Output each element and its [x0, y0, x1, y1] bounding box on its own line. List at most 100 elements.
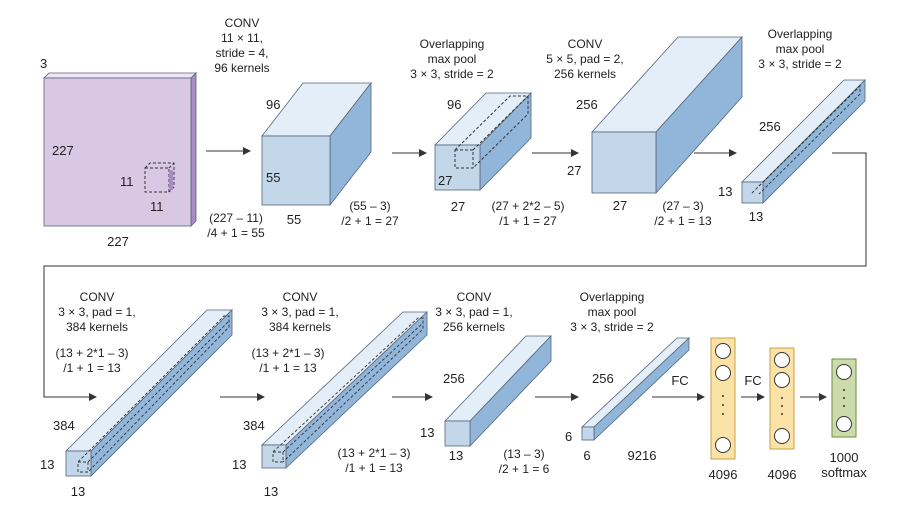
softmax-neuron [836, 416, 852, 432]
conv2-width-label: 27 [612, 198, 628, 213]
conv5-height-label: 13 [420, 425, 435, 440]
kernel-width-label: 11 [150, 199, 164, 214]
conv4-depth-label: 384 [243, 418, 265, 433]
input-volume [43, 72, 197, 227]
conv4-window-trail-edge [282, 322, 424, 453]
conv4-height-label: 13 [232, 457, 247, 472]
fc1-ellipsis-dot [722, 404, 724, 406]
fc1-ellipsis-dot [722, 395, 724, 397]
arrow-row1-to-row2 [43, 152, 867, 401]
softmax-size-label: 1000 [829, 450, 859, 465]
pool3-volume [580, 337, 691, 441]
pool3-front [581, 426, 595, 441]
conv4-volume [260, 311, 429, 469]
kernel-height-label: 11 [120, 174, 134, 189]
kernel-channel-strip [169, 170, 173, 190]
conv4-formula: (13 + 2*1 – 3) /1 + 1 = 13 [251, 346, 325, 375]
fc2-neuron [774, 352, 790, 368]
pool1-title: Overlapping max pool 3 × 3, stride = 2 [410, 37, 494, 81]
softmax-ellipsis-dot [843, 389, 845, 391]
conv4-window-box [272, 451, 284, 463]
pool3-height-label: 6 [565, 429, 573, 444]
input-width-label: 227 [107, 234, 129, 249]
pool1-window-trail-edge [472, 95, 529, 151]
fc2-neuron [774, 372, 790, 388]
conv2-depth-label: 256 [576, 97, 598, 112]
pool2-title: Overlapping max pool 3 × 3, stride = 2 [758, 27, 842, 71]
softmax-layer [831, 358, 857, 438]
fc2-ellipsis-dot [781, 397, 783, 399]
conv1-front [261, 135, 331, 206]
conv4-width-label: 13 [263, 484, 279, 499]
input-height-label: 227 [52, 143, 74, 158]
conv1-title: CONV 11 × 11, stride = 4, 96 kernels [214, 16, 270, 75]
pool3-title: Overlapping max pool 3 × 3, stride = 2 [570, 290, 654, 334]
pool2-depth-label: 256 [759, 119, 781, 134]
pool3-formula: (13 – 3) /2 + 1 = 6 [498, 447, 550, 476]
conv3-height-label: 13 [40, 457, 55, 472]
conv1-depth-label: 96 [266, 97, 281, 112]
conv4-window-trail [272, 317, 424, 463]
pool1-formula: (55 – 3) /2 + 1 = 27 [341, 199, 399, 228]
pool1-window-box [454, 149, 474, 169]
softmax-name-label: softmax [821, 465, 867, 480]
kernel-11x11-depth-edge [168, 162, 175, 169]
fc1-neuron [715, 365, 731, 381]
conv1-width-label: 55 [286, 212, 302, 227]
fc1-size-label: 4096 [708, 467, 738, 482]
fc1-layer [710, 337, 736, 460]
conv3-window-trail [77, 315, 230, 473]
pool3-width-label: 6 [583, 448, 591, 463]
fc1-neuron [715, 343, 731, 359]
pool3-depth-label: 256 [592, 371, 614, 386]
pool1-volume [434, 92, 532, 191]
conv3-depth-label: 384 [53, 418, 75, 433]
flatten-size-label: 9216 [627, 448, 657, 463]
conv5-width-label: 13 [448, 448, 464, 463]
conv1-volume [261, 81, 372, 207]
pool1-height-label: 27 [438, 173, 453, 188]
pool1-depth-label: 96 [447, 97, 462, 112]
conv3-formula: (13 + 2*1 – 3) /1 + 1 = 13 [55, 346, 129, 375]
pool2-height-label: 13 [718, 184, 733, 199]
fc2-ellipsis-dot [781, 405, 783, 407]
fc2-neuron [774, 428, 790, 444]
softmax-ellipsis-dot [843, 405, 845, 407]
fc2-size-label: 4096 [767, 467, 797, 482]
fc2-ellipsis-dot [781, 413, 783, 415]
conv3-volume [65, 309, 233, 477]
pool2-width-label: 13 [748, 209, 764, 224]
input-volume-front [43, 77, 192, 227]
softmax-ellipsis-dot [843, 397, 845, 399]
conv1-height-label: 55 [266, 170, 281, 185]
conv2-volume [591, 35, 743, 195]
conv5-formula: (13 + 2*1 – 3) /1 + 1 = 13 [337, 446, 411, 475]
fc2-label: FC [744, 373, 762, 388]
pool1-width-label: 27 [450, 199, 466, 214]
conv5-depth-label: 256 [443, 371, 465, 386]
conv4-title: CONV 3 × 3, pad = 1, 384 kernels [261, 290, 339, 334]
conv3-window-box [77, 461, 89, 473]
softmax-neuron [836, 364, 852, 380]
conv3-window-trail-edge [87, 320, 230, 463]
pool2-formula: (27 – 3) /2 + 1 = 13 [654, 199, 712, 228]
conv5-volume [444, 335, 552, 447]
conv3-width-label: 13 [70, 484, 86, 499]
fc1-neuron [715, 437, 731, 453]
fc2-layer [769, 347, 795, 450]
conv5-title: CONV 3 × 3, pad = 1, 256 kernels [435, 290, 513, 334]
conv5-front [444, 420, 471, 447]
conv2-formula: (27 + 2*2 – 5) /1 + 1 = 27 [491, 199, 565, 228]
conv3-title: CONV 3 × 3, pad = 1, 384 kernels [58, 290, 136, 334]
pool2-volume [741, 79, 866, 204]
pool2-window-trail-edge [751, 86, 860, 194]
fc1-label: FC [671, 373, 689, 388]
fc1-ellipsis-dot [722, 413, 724, 415]
input-channels-label: 3 [40, 56, 48, 71]
conv2-front [591, 131, 657, 194]
conv2-height-label: 27 [567, 163, 582, 178]
conv2-title: CONV 5 × 5, pad = 2, 256 kernels [546, 37, 624, 81]
conv1-formula: (227 – 11) /4 + 1 = 55 [207, 211, 265, 240]
